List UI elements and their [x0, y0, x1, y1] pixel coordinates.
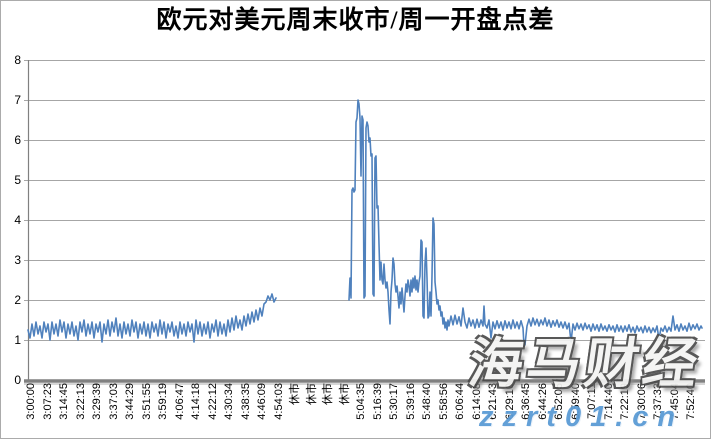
series-line	[348, 99, 703, 347]
x-axis-tick-label: 3:59:19	[157, 383, 169, 420]
x-axis-tick-label: 6:36:45	[520, 383, 532, 420]
x-axis-tick-label: 6:29:10	[503, 383, 516, 420]
x-axis-tick-label: 6:44:26	[536, 383, 549, 420]
y-axis-tick-label: 7	[14, 93, 21, 107]
series-line	[27, 293, 277, 343]
x-axis-tick-label: 休市	[289, 383, 301, 405]
x-axis-tick-label: 5:04:35	[355, 383, 367, 420]
x-axis-tick-label: 5:16:39	[371, 383, 384, 420]
x-axis-tick-label: 6:52:05	[553, 383, 565, 420]
x-axis-tick-label: 休市	[338, 383, 351, 405]
x-axis-tick-label: 5:48:40	[421, 383, 433, 420]
x-axis-tick-label: 3:07:23	[41, 383, 54, 420]
y-axis-tick-label: 5	[14, 173, 21, 187]
x-axis-tick-label: 休市	[322, 383, 334, 405]
x-axis-tick-label: 4:14:18	[190, 383, 202, 420]
x-axis-tick-label: 休市	[305, 383, 318, 405]
x-axis-tick-label: 7:45:04	[668, 383, 681, 420]
x-axis-tick-label: 3:29:39	[91, 383, 103, 420]
x-axis-tick-label: 7:37:33	[652, 383, 664, 420]
x-axis-tick-label: 3:51:55	[140, 383, 153, 420]
x-axis-tick-label: 3:22:13	[74, 383, 87, 420]
x-axis-tick-label: 6:06:44	[454, 383, 466, 420]
chart-title: 欧元对美元周末收市/周一开盘点差	[156, 7, 555, 34]
x-axis-tick-label: 3:44:29	[124, 383, 136, 420]
x-axis-tick-label: 7:14:40	[602, 383, 615, 420]
x-axis-tick-label: 3:00:00	[25, 383, 37, 420]
x-axis-tick-label: 3:37:03	[107, 383, 120, 420]
x-axis-tick-label: 7:30:06	[635, 383, 648, 420]
x-axis-tick-label: 4:46:09	[256, 383, 268, 420]
y-axis-tick-label: 8	[14, 53, 21, 67]
y-axis-tick-label: 4	[14, 213, 21, 227]
x-axis-tick-label: 3:14:45	[58, 383, 70, 420]
x-axis-tick-label: 4:54:03	[272, 383, 285, 420]
y-axis-tick-label: 0	[14, 373, 21, 387]
x-axis-tick-label: 5:39:16	[404, 383, 417, 420]
x-axis-tick-label: 6:59:40	[569, 383, 582, 420]
x-axis-tick-label: 7:22:19	[619, 383, 631, 420]
x-axis-tick-label: 4:22:12	[206, 383, 219, 420]
y-axis-tick-label: 2	[14, 293, 21, 307]
x-axis-tick-label: 4:30:34	[223, 383, 235, 420]
y-axis-tick-label: 3	[14, 253, 21, 267]
y-axis-tick-label: 6	[14, 133, 21, 147]
x-axis-tick-label: 4:06:47	[173, 383, 186, 420]
x-axis-tick-label: 7:07:11	[586, 383, 598, 419]
plot-area	[24, 60, 705, 385]
y-axis-tick-label: 1	[14, 333, 21, 347]
x-axis-tick-label: 6:21:43	[487, 383, 499, 420]
x-axis-tick-label: 4:38:35	[239, 383, 252, 420]
x-axis-tick-label: 5:58:56	[437, 383, 450, 420]
x-axis-tick-label: 6:14:08	[470, 383, 483, 420]
x-axis-tick-label: 7:52:40	[685, 383, 697, 420]
x-axis-tick-label: 5:30:17	[388, 383, 400, 420]
